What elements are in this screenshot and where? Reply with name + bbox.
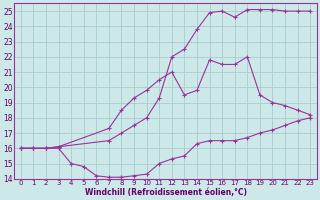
X-axis label: Windchill (Refroidissement éolien,°C): Windchill (Refroidissement éolien,°C) — [84, 188, 246, 197]
